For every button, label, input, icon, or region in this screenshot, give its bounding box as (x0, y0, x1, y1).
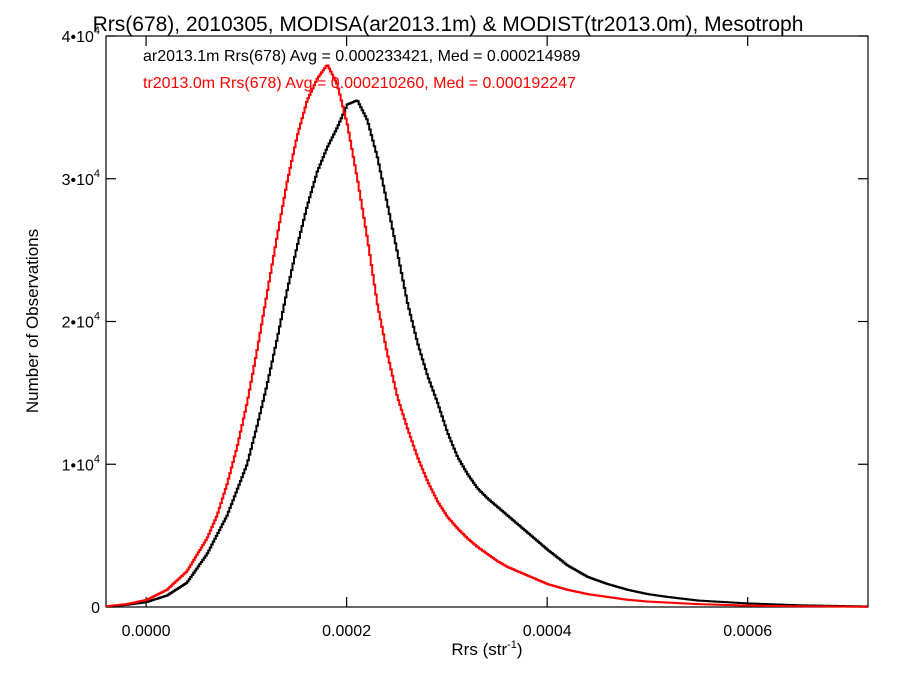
y-tick-label-base: 0 (91, 600, 100, 617)
y-tick-label-exponent: 4 (94, 453, 100, 465)
legend-entry-0: ar2013.1m Rrs(678) Avg = 0.000233421, Me… (143, 48, 580, 65)
x-tick-label: 0.0000 (122, 623, 171, 640)
y-tick-label-base: 2•10 (62, 315, 94, 332)
y-tick-label: 1•104 (62, 453, 100, 474)
y-tick-label-base: 4•10 (62, 29, 94, 46)
legend-entry-1: tr2013.0m Rrs(678) Avg = 0.000210260, Me… (143, 75, 576, 92)
y-axis-label: Number of Observations (23, 229, 42, 413)
y-tick-label-base: 3•10 (62, 172, 94, 189)
x-tick-label: 0.0002 (322, 623, 371, 640)
chart-title: Rrs(678), 2010305, MODISA(ar2013.1m) & M… (93, 13, 804, 36)
series-layer (106, 64, 868, 608)
y-tick-label: 2•104 (62, 311, 100, 332)
x-axis-ticks: 0.0000 0.0002 0.0004 0.0006 (122, 36, 772, 640)
x-axis-label: Rrs (str-1) (451, 639, 522, 659)
x-axis-label-text: Rrs (str (451, 640, 507, 659)
y-tick-label-base: 1•10 (62, 457, 94, 474)
y-tick-label: 4•104 (62, 25, 100, 46)
series-line-0 (106, 99, 868, 608)
x-tick-label: 0.0004 (523, 623, 572, 640)
y-tick-label: 0 (91, 600, 100, 617)
plot-frame (105, 35, 869, 608)
y-tick-label-exponent: 4 (94, 311, 100, 323)
y-tick-label-exponent: 4 (94, 168, 100, 180)
y-tick-label: 3•104 (62, 168, 100, 189)
x-axis-label-close: ) (517, 640, 523, 659)
y-tick-label-exponent: 4 (94, 25, 100, 37)
x-tick-label: 0.0006 (723, 623, 772, 640)
x-axis-label-superscript: -1 (507, 639, 517, 651)
legend: ar2013.1m Rrs(678) Avg = 0.000233421, Me… (143, 48, 580, 92)
series-line-1 (106, 64, 868, 608)
